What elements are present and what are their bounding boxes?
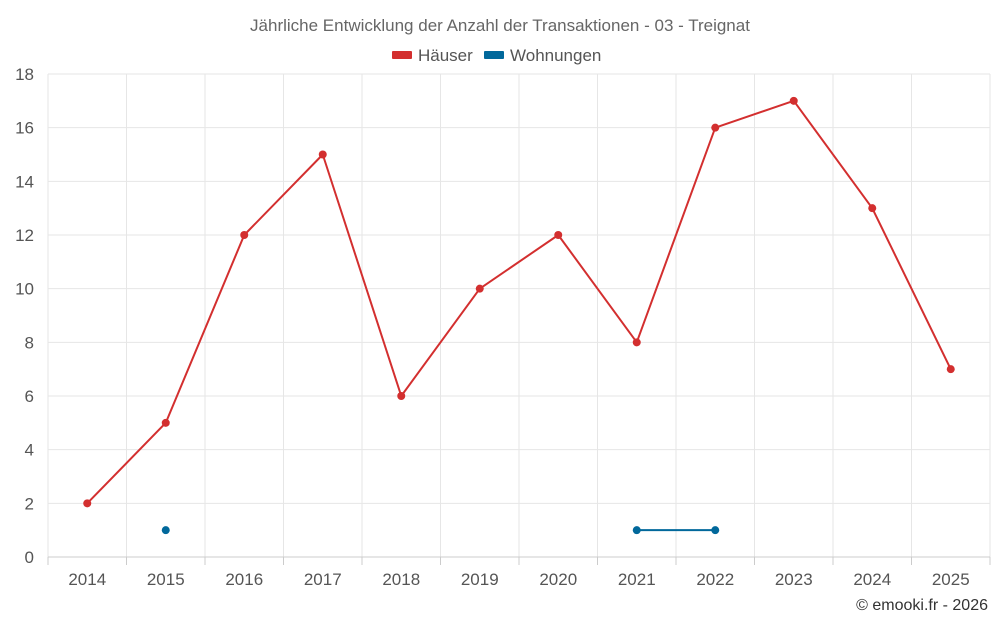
data-point-haeuser [475, 284, 484, 293]
data-point-haeuser [868, 204, 877, 213]
y-tick-label: 6 [25, 387, 34, 406]
data-point-haeuser [161, 418, 170, 427]
x-tick-label: 2018 [382, 570, 420, 589]
x-tick-label: 2021 [618, 570, 656, 589]
x-tick-label: 2022 [696, 570, 734, 589]
y-tick-label: 12 [15, 226, 34, 245]
y-tick-label: 18 [15, 65, 34, 84]
x-tick-label: 2024 [853, 570, 891, 589]
axes: 0 2 4 6 8 10 12 14 16 18 2014 2015 2016 2017 2018 2019 2… [15, 65, 991, 589]
legend-swatch-haeuser [392, 51, 412, 59]
y-tick-label: 4 [25, 441, 34, 460]
y-tick-label: 14 [15, 172, 34, 191]
data-point-haeuser [946, 365, 955, 374]
data-point-wohnungen [711, 526, 720, 535]
legend-label-haeuser: Häuser [418, 46, 473, 65]
x-tick-label: 2015 [147, 570, 185, 589]
x-tick-label: 2014 [68, 570, 106, 589]
legend-label-wohnungen: Wohnungen [510, 46, 601, 65]
y-tick-label: 10 [15, 280, 34, 299]
x-tick-label: 2025 [932, 570, 970, 589]
data-point-haeuser [318, 150, 327, 159]
grid [47, 73, 991, 557]
x-tick-label: 2019 [461, 570, 499, 589]
data-point-wohnungen [161, 526, 170, 535]
legend-item-wohnungen[interactable]: Wohnungen [484, 46, 601, 65]
legend-swatch-wohnungen [484, 51, 504, 59]
data-point-haeuser [554, 231, 563, 239]
x-tick-label: 2017 [304, 570, 342, 589]
y-tick-label: 0 [25, 548, 34, 567]
chart-title: Jährliche Entwicklung der Anzahl der Tra… [250, 16, 750, 35]
credit-text: © emooki.fr - 2026 [856, 597, 988, 614]
data-point-haeuser [789, 96, 798, 105]
series-wohnungen [161, 526, 720, 535]
y-tick-label: 8 [25, 333, 34, 352]
data-point-haeuser [240, 231, 249, 239]
data-point-haeuser [83, 499, 92, 508]
x-tick-label: 2020 [539, 570, 577, 589]
data-point-wohnungen [632, 526, 641, 535]
legend-item-haeuser[interactable]: Häuser [392, 46, 473, 65]
series-line-haeuser [86, 99, 952, 505]
data-point-haeuser [632, 338, 641, 347]
data-point-haeuser [397, 392, 406, 400]
x-tick-label: 2023 [775, 570, 813, 589]
y-tick-label: 2 [25, 494, 34, 513]
series [83, 96, 955, 535]
x-tick-label: 2016 [225, 570, 263, 589]
series-haeuser [83, 96, 955, 508]
data-point-haeuser [711, 123, 720, 132]
legend: Häuser Wohnungen [392, 46, 601, 65]
y-tick-label: 16 [15, 119, 34, 138]
